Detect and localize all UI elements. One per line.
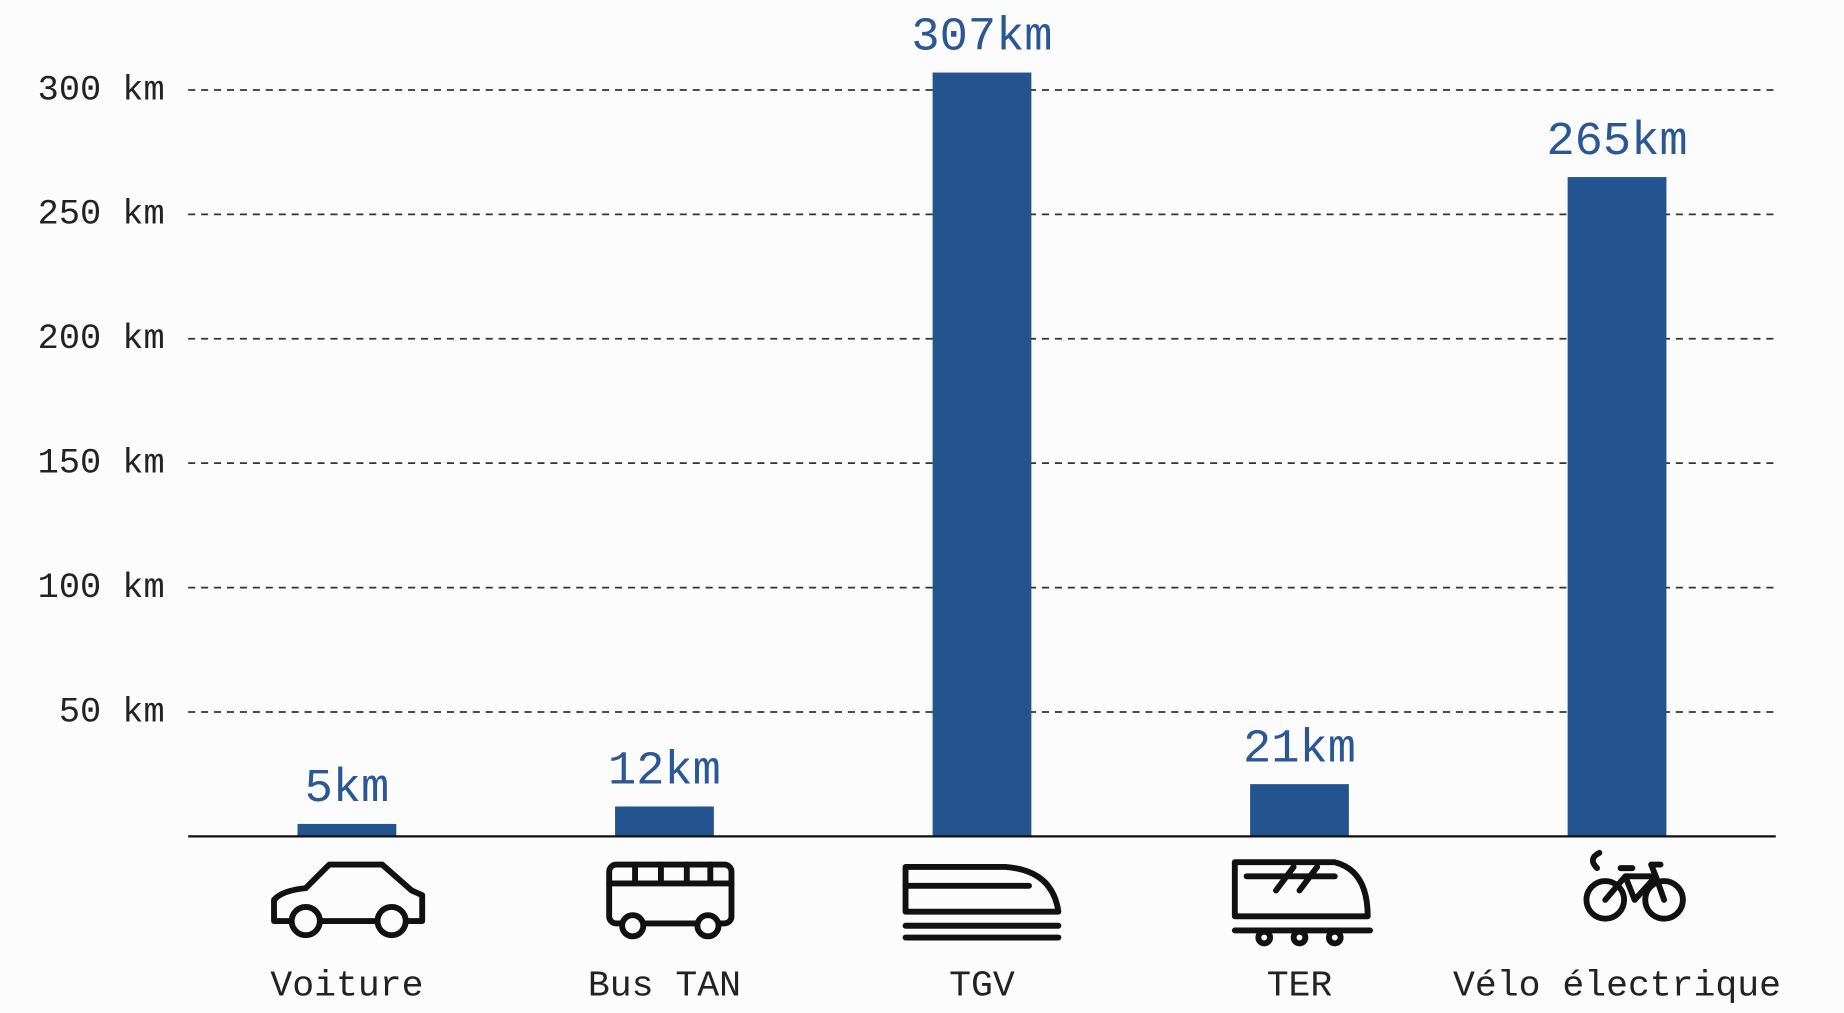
bar (1250, 784, 1349, 837)
value-label: 21km (1243, 723, 1356, 776)
y-tick-label: 100 km (38, 568, 165, 608)
bar (1567, 177, 1667, 837)
x-tick-label: Voiture (270, 965, 423, 1006)
y-tick-label: 200 km (38, 319, 165, 359)
value-label: 5km (305, 763, 390, 816)
x-tick-label: TGV (949, 965, 1015, 1006)
bus-icon (606, 861, 735, 940)
value-label: 12km (608, 746, 721, 799)
y-tick-label: 300 km (38, 70, 165, 110)
bike-icon (1583, 849, 1686, 922)
icons (271, 849, 1686, 947)
x-tick-label: Bus TAN (588, 965, 741, 1006)
bar (297, 823, 397, 837)
ter-icon (1231, 859, 1374, 947)
bar (615, 806, 714, 837)
value-label: 265km (1546, 116, 1687, 169)
y-tick-label: 250 km (38, 195, 165, 235)
y-tick-label: 150 km (38, 443, 165, 483)
car-icon (271, 861, 426, 939)
tgv-icon (902, 864, 1062, 941)
y-tick-label: 50 km (59, 692, 165, 732)
value-label: 307km (911, 12, 1052, 65)
x-tick-label: TER (1267, 965, 1333, 1006)
bar (932, 72, 1032, 837)
x-tick-label: Vélo électrique (1453, 965, 1781, 1006)
